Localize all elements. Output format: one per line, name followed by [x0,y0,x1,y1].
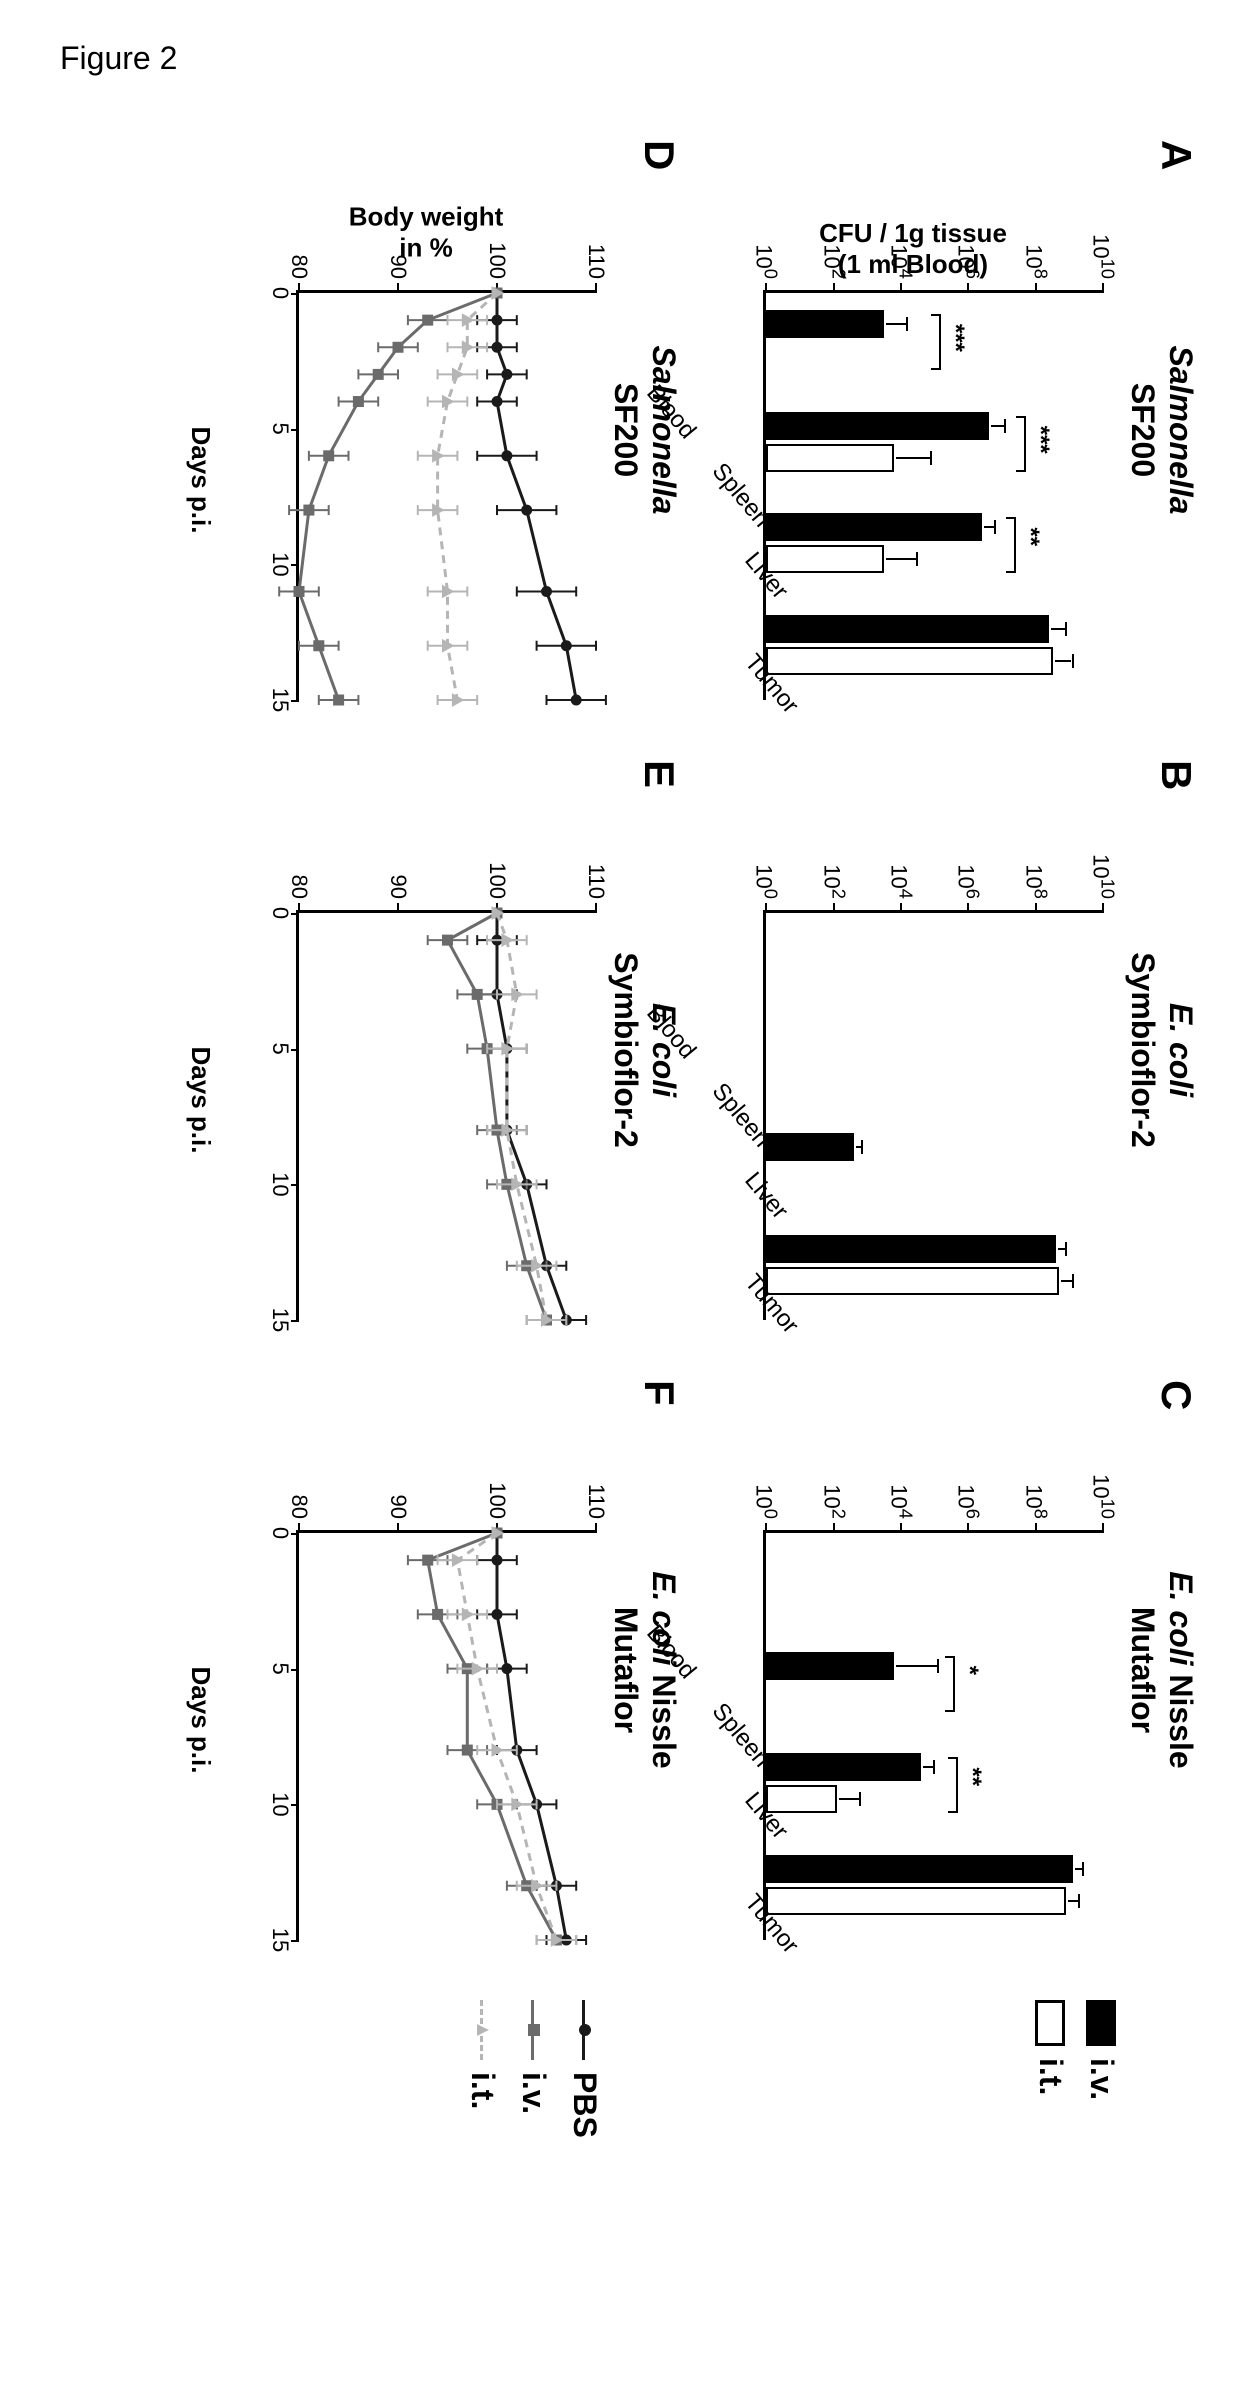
bar-C-Spleen-iv [766,1652,894,1680]
panel-title-F: E. coli Nissle Mutaflor [606,1380,683,1960]
xtick-Tumor: Tumor [739,1889,760,1907]
line-F-it [458,1533,557,1940]
title-italic: Salmonella [1163,346,1199,515]
sig-A-Liver: ** [1016,527,1044,546]
title-italic: E. coli [646,1003,682,1097]
bar-chart-A: CFU / 1g tissue(1 ml Blood) 100102104106… [723,240,1103,720]
figure-panels: A Salmonella SF200 CFU / 1g tissue(1 ml … [40,140,1200,2340]
figure-caption: Figure 2 [60,40,177,77]
line-legend: PBS i.v. i.t. [450,2000,683,2220]
line-chart-E: 8090100110051015 [256,860,596,1340]
xtick-Liver: Liver [739,547,760,565]
line-D-it [438,293,497,700]
legend-row-iv: i.v. [1083,2000,1120,2220]
sig-A-Spleen: *** [1026,426,1054,454]
x-axis-label: Days p.i. [185,860,216,1340]
bar-A-Liver-iv [766,513,982,541]
line-chart-D: Body weightin % 8090100110051015 [256,240,596,720]
bar-B-Liver-iv [766,1133,854,1161]
legend-row-it: i.t. [1032,2000,1069,2220]
sig-C-Liver: ** [958,1767,986,1786]
line-F-PBS [497,1533,566,1940]
bar-A-Spleen-iv [766,412,988,440]
xtick-Tumor: Tumor [739,649,760,667]
top-row: A Salmonella SF200 CFU / 1g tissue(1 ml … [723,140,1200,2340]
sig-A-Blood: *** [941,324,969,352]
sig-C-Spleen: * [955,1666,983,1675]
line-chart-F: 8090100110051015 [256,1480,596,1960]
bar-B-Tumor-it [766,1267,1059,1295]
panel-B: B E. coli Symbioflor-2 10010210410610810… [723,760,1200,1340]
panel-letter-F: F [635,1380,683,1406]
title-italic: E. coli [1163,1571,1199,1665]
bar-B-Tumor-iv [766,1235,1056,1263]
y-axis-label-line: Body weightin % [349,201,504,263]
bar-A-Tumor-it [766,647,1052,675]
panel-letter-C: C [1152,1380,1200,1410]
panel-E: E E. coli Symbioflor-2 8090100110051015 … [185,760,683,1340]
panel-D: D Salmonella SF200 Body weightin % 80901… [185,140,683,720]
panel-title-D: Salmonella SF200 [606,140,683,720]
line-D-iv [299,293,497,700]
panel-title-B: E. coli Symbioflor-2 [1123,760,1200,1340]
x-axis-label: Days p.i. [185,1480,216,1960]
legend-label-it: i.t. [1032,2058,1069,2095]
bar-A-Tumor-iv [766,615,1049,643]
legend-mark-it [473,2000,493,2060]
bar-A-Blood-iv [766,310,884,338]
line-E-PBS [497,913,566,1320]
line-D-PBS [497,293,576,700]
title-plain: Mutaflor [1123,1380,1161,1960]
panel-F: F E. coli Nissle Mutaflor 80901001100510… [185,1380,683,1960]
line-E-it [497,913,547,1320]
panel-letter-B: B [1152,760,1200,790]
legend-mark-iv [524,2000,544,2060]
bar-chart-C: 1001021041061081010BloodSpleenLiverTumor… [723,1480,1103,1960]
title-plain: Mutaflor [606,1380,644,1960]
legend-label-iv: i.v. [1083,2058,1120,2100]
bar-C-Tumor-it [766,1887,1066,1915]
title-italic: E. coli [1163,1003,1199,1097]
panel-letter-A: A [1152,140,1200,170]
title-plain: SF200 [1123,140,1161,720]
title-italic: Salmonella [646,346,682,515]
legend-label-iv: i.v. [515,2072,552,2114]
title-plain: Symbioflor-2 [606,760,644,1340]
xtick-Liver: Liver [739,1787,760,1805]
xtick-Liver: Liver [739,1167,760,1185]
panel-title-E: E. coli Symbioflor-2 [606,760,683,1340]
title-pre: Nissle [646,1666,682,1769]
bar-C-Liver-iv [766,1753,921,1781]
panel-letter-D: D [635,140,683,170]
bar-A-Spleen-it [766,444,894,472]
bar-C-Tumor-iv [766,1855,1073,1883]
line-F-iv [428,1533,557,1940]
legend-row-iv: i.v. [515,2000,552,2220]
legend-swatch-open [1036,2000,1066,2046]
x-axis-label: Days p.i. [185,240,216,720]
legend-swatch-filled [1087,2000,1117,2046]
panel-letter-E: E [635,760,683,788]
legend-row-pbs: PBS [566,2000,603,2220]
panel-title-A: Salmonella SF200 [1123,140,1200,720]
bar-legend: i.v. i.t. [1018,2000,1200,2220]
legend-label-it: i.t. [464,2072,501,2109]
legend-mark-pbs [575,2000,595,2060]
title-plain: SF200 [606,140,644,720]
panel-C: C E. coli Nissle Mutaflor 10010210410610… [723,1380,1200,1960]
title-italic: E. coli [646,1571,682,1665]
bar-chart-B: 1001021041061081010BloodSpleenLiverTumor [723,860,1103,1340]
xtick-Tumor: Tumor [739,1269,760,1287]
bottom-row: D Salmonella SF200 Body weightin % 80901… [185,140,683,2340]
legend-row-it: i.t. [464,2000,501,2220]
legend-label-pbs: PBS [566,2072,603,2138]
bar-A-Liver-it [766,545,884,573]
panel-A: A Salmonella SF200 CFU / 1g tissue(1 ml … [723,140,1200,720]
title-plain: Symbioflor-2 [1123,760,1161,1340]
panel-title-C: E. coli Nissle Mutaflor [1123,1380,1200,1960]
title-pre: Nissle [1163,1666,1199,1769]
